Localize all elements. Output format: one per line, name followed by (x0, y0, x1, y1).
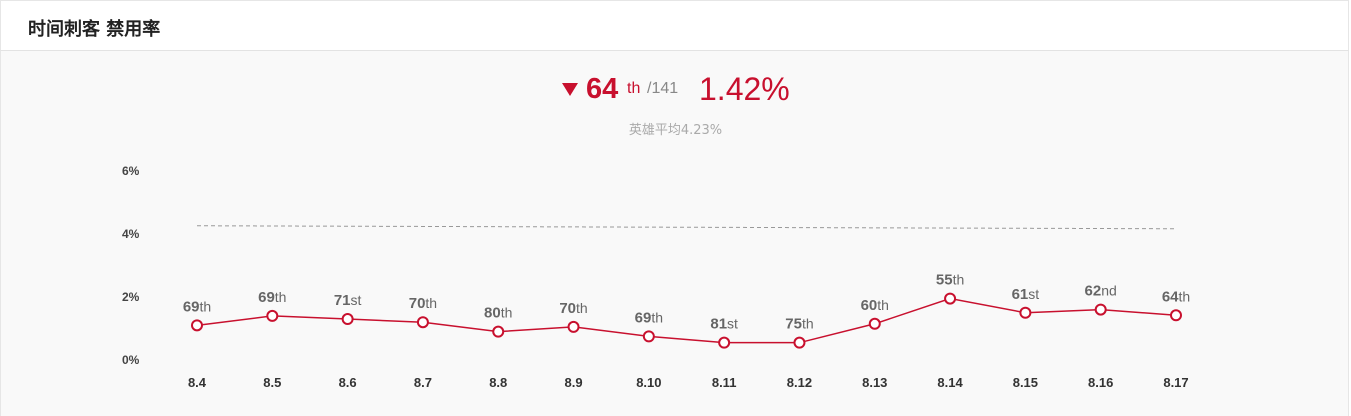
rank-label: 69th (258, 289, 286, 306)
data-point (1019, 306, 1032, 319)
x-tick-label: 8.10 (636, 375, 661, 390)
data-point (492, 325, 505, 338)
x-tick-label: 8.7 (414, 375, 432, 390)
rank-label: 62nd (1085, 283, 1117, 300)
x-tick-label: 8.17 (1163, 375, 1188, 390)
x-tick-label: 8.13 (862, 375, 887, 390)
data-point (944, 292, 957, 305)
rank-label: 71st (334, 292, 362, 309)
data-point (642, 330, 655, 343)
rank-total: /141 (647, 80, 679, 97)
data-point (1094, 303, 1107, 316)
rank-number: 64 (586, 73, 619, 105)
rank-label: 69th (635, 309, 663, 326)
series-line (196, 297, 1177, 344)
rank-label: 75th (785, 316, 813, 333)
rank-label: 70th (559, 300, 587, 317)
x-tick-label: 8.16 (1088, 375, 1113, 390)
x-tick-label: 8.5 (263, 375, 281, 390)
x-tick-label: 8.14 (937, 375, 963, 390)
data-point (416, 316, 429, 329)
chart-panel: 64 th /141 1.42% 英雄平均4.23% (0, 51, 1349, 416)
data-point (718, 336, 731, 349)
rank-label: 80th (484, 305, 512, 322)
rank-label: 69th (183, 298, 211, 315)
card-header: 时间刺客 禁用率 (0, 0, 1349, 51)
y-tick-label: 6% (122, 164, 140, 178)
trend-down-icon (562, 83, 578, 96)
x-tick-label: 8.11 (712, 375, 737, 390)
data-point (793, 336, 806, 349)
rank-label: 61st (1012, 286, 1040, 303)
data-point (567, 320, 580, 333)
y-tick-label: 4% (122, 227, 140, 241)
rank-suffix: th (627, 80, 641, 97)
x-tick-label: 8.12 (787, 375, 812, 390)
data-point (191, 319, 203, 332)
x-tick-label: 8.4 (188, 375, 207, 390)
data-point (266, 309, 279, 322)
x-tick-label: 8.6 (339, 375, 357, 390)
data-point (341, 313, 354, 326)
rank-label: 70th (409, 295, 437, 312)
y-tick-label: 2% (122, 290, 140, 304)
y-tick-label: 0% (122, 353, 140, 367)
ban-rate-value: 1.42% (699, 71, 790, 107)
page-title: 时间刺客 禁用率 (28, 19, 161, 40)
data-point (868, 317, 881, 330)
rank-label: 81st (710, 316, 738, 333)
x-tick-label: 8.8 (489, 375, 507, 390)
x-tick-label: 8.9 (564, 375, 582, 390)
rank-summary: 64 th /141 1.42% (1, 71, 1350, 111)
average-reference-line (196, 225, 1177, 230)
rank-label: 64th (1162, 288, 1190, 305)
rank-label: 60th (861, 297, 889, 314)
x-tick-label: 8.15 (1013, 375, 1038, 390)
data-point (1170, 309, 1182, 322)
rank-label: 55th (936, 272, 964, 289)
average-label: 英雄平均4.23% (628, 123, 723, 138)
